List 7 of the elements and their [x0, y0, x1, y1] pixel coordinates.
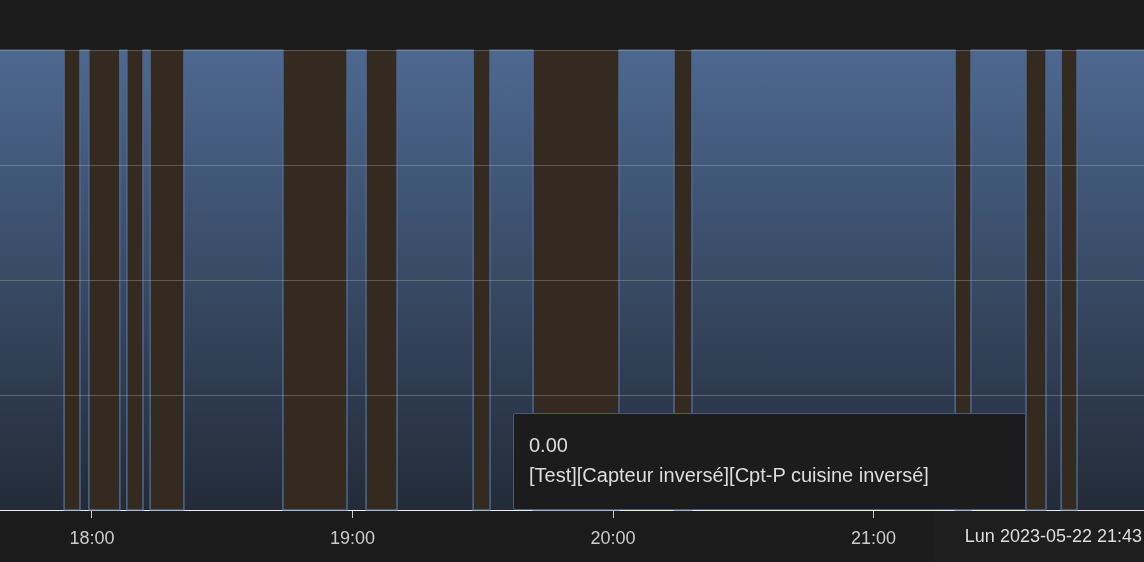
annotation: [Test][Capteur inversé][Cpt-P cuisine inversé]: [529, 463, 930, 488]
x-tick-label: 21:00: [851, 527, 897, 548]
x-tick-label: 18:00: [69, 527, 115, 548]
x-tick-label: 20:00: [590, 527, 636, 548]
x-tick-label: 19:00: [329, 527, 376, 548]
annotation: 0.00: [529, 433, 569, 458]
tooltip-box: 0.00 [Test][Capteur inversé][Cpt-P cuisine inversé]: [513, 413, 1026, 510]
